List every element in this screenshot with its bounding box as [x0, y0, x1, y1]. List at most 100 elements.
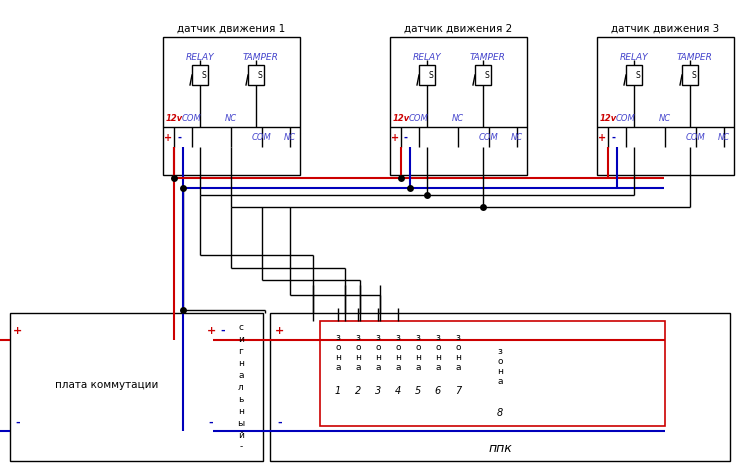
Text: RELAY: RELAY: [186, 53, 214, 61]
Text: а: а: [415, 363, 421, 373]
Text: плата коммутации: плата коммутации: [55, 380, 159, 390]
Text: а: а: [356, 363, 361, 373]
Text: S: S: [485, 70, 489, 79]
Bar: [390, 37, 527, 175]
Bar: [320, 321, 665, 426]
Text: 3: 3: [375, 386, 381, 396]
Bar: [419, 65, 435, 85]
Text: з: з: [396, 333, 400, 342]
Text: -: -: [404, 133, 408, 143]
Text: 12v: 12v: [599, 114, 617, 123]
Text: +: +: [598, 133, 606, 143]
Text: COM: COM: [616, 114, 636, 123]
Text: 6: 6: [435, 386, 441, 396]
Text: з: з: [415, 333, 421, 342]
Text: датчик движения 3: датчик движения 3: [612, 24, 720, 34]
Bar: [626, 65, 642, 85]
Bar: [475, 65, 491, 85]
Text: й: й: [238, 430, 244, 439]
Text: S: S: [692, 70, 696, 79]
Text: о: о: [498, 357, 503, 366]
Text: -: -: [278, 418, 282, 428]
Text: 1: 1: [335, 386, 341, 396]
Text: 2: 2: [355, 386, 361, 396]
Text: з: з: [436, 333, 440, 342]
Text: NC: NC: [284, 132, 296, 141]
Text: COM: COM: [479, 132, 499, 141]
Text: S: S: [257, 70, 263, 79]
Text: з: з: [335, 333, 341, 342]
Text: +: +: [14, 326, 23, 336]
Text: датчик движения 2: датчик движения 2: [405, 24, 513, 34]
Text: -: -: [208, 418, 214, 428]
Text: TAMPER: TAMPER: [677, 53, 713, 61]
Text: NC: NC: [659, 114, 671, 123]
Text: н: н: [455, 353, 461, 362]
Text: ы: ы: [237, 419, 245, 428]
Text: +: +: [206, 326, 216, 336]
Text: и: и: [238, 334, 244, 343]
Bar: [597, 37, 734, 175]
Bar: [270, 313, 730, 461]
Bar: [248, 65, 264, 85]
Text: л: л: [238, 383, 244, 392]
Text: COM: COM: [686, 132, 706, 141]
Text: о: о: [335, 343, 341, 352]
Text: о: о: [455, 343, 461, 352]
Text: -: -: [16, 418, 20, 428]
Text: з: з: [455, 333, 461, 342]
Text: о: о: [415, 343, 421, 352]
Text: а: а: [375, 363, 381, 373]
Text: ппк: ппк: [488, 441, 512, 455]
Text: -: -: [239, 443, 242, 452]
Text: -: -: [177, 133, 181, 143]
Text: а: а: [498, 377, 503, 385]
Text: -: -: [220, 326, 225, 336]
Text: S: S: [202, 70, 206, 79]
Text: а: а: [396, 363, 401, 373]
Text: 12v: 12v: [165, 114, 183, 123]
Text: датчик движения 1: датчик движения 1: [177, 24, 285, 34]
Text: +: +: [391, 133, 399, 143]
Text: з: з: [498, 347, 502, 356]
Text: TAMPER: TAMPER: [470, 53, 506, 61]
Text: 4: 4: [395, 386, 401, 396]
Text: COM: COM: [182, 114, 202, 123]
Text: н: н: [375, 353, 381, 362]
Text: н: н: [497, 367, 503, 376]
Text: NC: NC: [452, 114, 464, 123]
Text: NC: NC: [225, 114, 237, 123]
Text: о: о: [375, 343, 381, 352]
Text: н: н: [335, 353, 341, 362]
Text: о: о: [356, 343, 361, 352]
Text: TAMPER: TAMPER: [243, 53, 279, 61]
Bar: [192, 65, 208, 85]
Text: NC: NC: [511, 132, 523, 141]
Text: RELAY: RELAY: [620, 53, 649, 61]
Text: о: о: [396, 343, 401, 352]
Bar: [10, 313, 263, 461]
Text: н: н: [238, 359, 244, 368]
Text: +: +: [164, 133, 172, 143]
Text: COM: COM: [252, 132, 272, 141]
Text: 5: 5: [415, 386, 421, 396]
Bar: [682, 65, 698, 85]
Text: г: г: [239, 347, 243, 356]
Text: н: н: [435, 353, 441, 362]
Text: н: н: [415, 353, 421, 362]
Text: 8: 8: [497, 408, 503, 418]
Text: н: н: [238, 406, 244, 415]
Text: -: -: [611, 133, 615, 143]
Text: о: о: [435, 343, 441, 352]
Text: н: н: [395, 353, 401, 362]
Text: S: S: [636, 70, 640, 79]
Bar: [163, 37, 300, 175]
Text: RELAY: RELAY: [413, 53, 442, 61]
Text: NC: NC: [718, 132, 730, 141]
Text: с: с: [239, 323, 244, 332]
Text: +: +: [276, 326, 285, 336]
Text: ь: ь: [239, 394, 244, 403]
Text: 12v: 12v: [393, 114, 410, 123]
Text: з: з: [375, 333, 381, 342]
Text: COM: COM: [409, 114, 429, 123]
